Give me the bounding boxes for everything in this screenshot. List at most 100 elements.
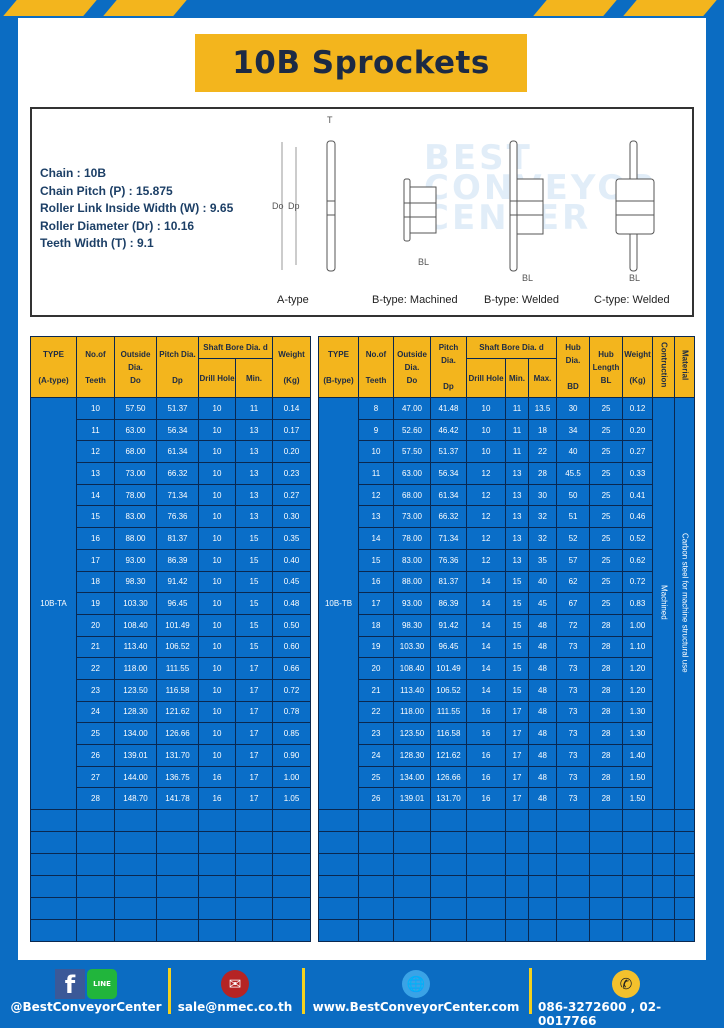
table-cell: 34 bbox=[556, 418, 591, 442]
header-shaft-bore: Shaft Bore Dia. d bbox=[465, 336, 558, 359]
empty-cell bbox=[466, 853, 506, 877]
table-cell: 52 bbox=[556, 527, 591, 550]
empty-cell bbox=[556, 853, 591, 877]
spec-pitch: Chain Pitch (P) : 15.875 bbox=[40, 183, 173, 198]
header-hub-length: Hub Length BL bbox=[589, 336, 624, 398]
empty-cell bbox=[114, 831, 157, 855]
table-row: 25 134.00 126.66 10 17 0.85 bbox=[31, 722, 312, 745]
table-cell: 91.42 bbox=[156, 570, 199, 594]
footer-social[interactable]: f LINE @BestConveyorCenter bbox=[11, 968, 162, 1014]
table-cell: 1.30 bbox=[622, 722, 654, 745]
table-cell: 76.36 bbox=[430, 548, 467, 572]
caption-b-machined: B-type: Machined bbox=[372, 294, 458, 306]
table-cell: 13 bbox=[234, 505, 274, 529]
empty-cell bbox=[234, 809, 274, 833]
empty-row bbox=[318, 831, 696, 855]
table-cell: 25 bbox=[589, 462, 624, 485]
table-row: 16 88.00 81.37 14 15 40 62 25 0.72 bbox=[319, 570, 695, 594]
table-cell: 0.20 bbox=[272, 440, 312, 464]
table-cell: 1.20 bbox=[622, 678, 654, 702]
table-cell: 0.72 bbox=[622, 570, 654, 594]
empty-cell bbox=[76, 919, 115, 943]
empty-cell bbox=[234, 897, 274, 921]
empty-cell bbox=[505, 809, 529, 833]
table-cell: 28 bbox=[76, 787, 115, 811]
facebook-icon[interactable]: f bbox=[55, 969, 85, 999]
table-cell: 13 bbox=[505, 527, 529, 550]
table-cell: 76.36 bbox=[156, 505, 199, 529]
table-cell: 18 bbox=[527, 418, 558, 442]
empty-cell bbox=[358, 897, 394, 921]
header-construction: Contruction bbox=[652, 336, 676, 398]
table-cell: 12 bbox=[76, 440, 115, 464]
empty-cell bbox=[556, 831, 591, 855]
table-cell: 17 bbox=[505, 744, 529, 767]
empty-cell bbox=[466, 809, 506, 833]
material-cell-text: Carbon steel for machine structural use bbox=[680, 532, 690, 673]
footer-divider bbox=[302, 968, 305, 1014]
table-cell: 18 bbox=[358, 613, 394, 637]
table-cell: 73 bbox=[556, 657, 591, 680]
empty-row bbox=[318, 897, 696, 921]
table-cell: 10 bbox=[466, 397, 506, 420]
table-cell: 25 bbox=[589, 418, 624, 442]
empty-cell bbox=[156, 875, 199, 899]
sprocket-diagrams: Do Dp T BL BL BL bbox=[272, 115, 655, 283]
footer-website[interactable]: 🌐 www.BestConveyorCenter.com bbox=[310, 968, 522, 1014]
website-text[interactable]: www.BestConveyorCenter.com bbox=[312, 1000, 520, 1014]
table-cell: 0.20 bbox=[622, 418, 654, 442]
email-text[interactable]: sale@nmec.co.th bbox=[177, 1000, 293, 1014]
table-cell: 116.58 bbox=[430, 722, 467, 745]
empty-cell bbox=[674, 897, 696, 921]
empty-cell bbox=[358, 853, 394, 877]
table-cell: 73 bbox=[556, 744, 591, 767]
svg-text:Do: Do bbox=[272, 201, 284, 211]
table-cell: 14 bbox=[466, 570, 506, 594]
table-cell: 12 bbox=[466, 505, 506, 529]
table-cell: 16 bbox=[466, 744, 506, 767]
table-cell: 45.5 bbox=[556, 462, 591, 485]
empty-cell bbox=[156, 831, 199, 855]
empty-cell bbox=[622, 875, 654, 899]
table-cell: 40 bbox=[556, 440, 591, 464]
table-cell: 11 bbox=[234, 397, 274, 420]
empty-cell bbox=[272, 853, 312, 877]
table-cell: 11 bbox=[505, 418, 529, 442]
table-cell: 28 bbox=[589, 657, 624, 680]
table-cell: 16 bbox=[466, 765, 506, 789]
footer-email[interactable]: ✉ sale@nmec.co.th bbox=[176, 968, 294, 1014]
svg-text:Dp: Dp bbox=[288, 201, 300, 211]
empty-cell bbox=[622, 831, 654, 855]
line-icon[interactable]: LINE bbox=[87, 969, 117, 999]
table-cell: 71.34 bbox=[430, 527, 467, 550]
table-cell: 15 bbox=[234, 635, 274, 659]
table-cell: 121.62 bbox=[156, 700, 199, 724]
spec-box: BESTCONVEYORCENTER Chain : 10B Chain Pit… bbox=[30, 107, 694, 317]
empty-row bbox=[318, 875, 696, 899]
table-cell: 10 bbox=[198, 483, 236, 507]
table-cell: 1.50 bbox=[622, 787, 654, 811]
empty-cell bbox=[198, 809, 236, 833]
empty-cell bbox=[234, 875, 274, 899]
empty-cell bbox=[430, 919, 467, 943]
empty-cell bbox=[674, 919, 696, 943]
svg-text:BL: BL bbox=[629, 273, 640, 283]
table-cell: 10 bbox=[198, 418, 236, 442]
table-cell: 111.55 bbox=[156, 657, 199, 680]
header-min: Min. bbox=[505, 358, 529, 398]
table-row: 10B-TB 8 47.00 41.48 10 11 13.5 30 25 0.12 Machine… bbox=[318, 396, 696, 811]
table-cell: 10 bbox=[198, 592, 236, 615]
table-cell: 66.32 bbox=[430, 505, 467, 529]
table-cell: 13 bbox=[234, 462, 274, 485]
table-row: 12 68.00 61.34 10 13 0.20 bbox=[31, 440, 312, 464]
table-cell: 78.00 bbox=[393, 527, 431, 550]
table-cell: 14 bbox=[466, 635, 506, 659]
table-cell: 15 bbox=[505, 570, 529, 594]
header-max: Max. bbox=[527, 358, 558, 398]
table-row: 17 93.00 86.39 14 15 45 67 25 0.83 bbox=[319, 592, 695, 615]
header-type: TYPE (B-type) bbox=[318, 336, 359, 398]
table-cell: 1.50 bbox=[622, 765, 654, 789]
table-cell: 0.14 bbox=[272, 397, 312, 420]
empty-cell bbox=[76, 853, 115, 877]
footer-phone[interactable]: ✆ 086-3272600 , 02-0017766 bbox=[538, 968, 714, 1028]
